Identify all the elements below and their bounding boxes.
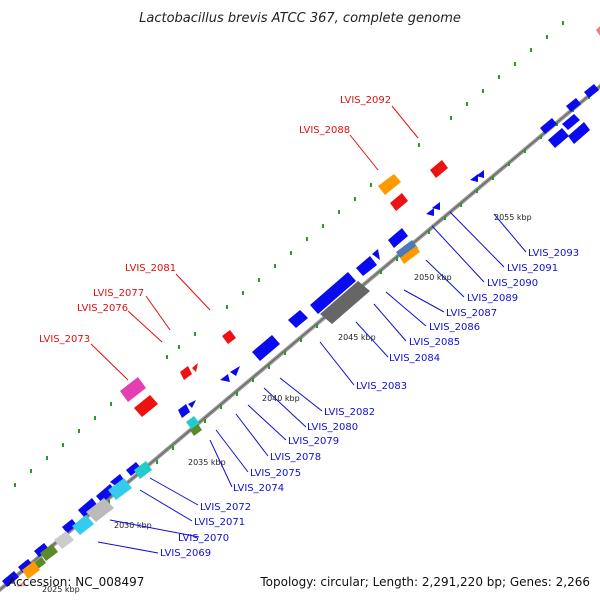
gene-label: LVIS_2088 xyxy=(299,125,350,136)
gene-label: LVIS_2076 xyxy=(77,303,128,314)
gene-label: LVIS_2082 xyxy=(324,407,375,418)
gene-label: LVIS_2079 xyxy=(288,436,339,447)
gene-label: LVIS_2087 xyxy=(446,308,497,319)
gene-label: LVIS_2084 xyxy=(389,353,440,364)
gene-label: LVIS_2091 xyxy=(507,263,558,274)
scale-ticks: 2025 kbp 2030 kbp 2035 kbp 2040 kbp 2045… xyxy=(42,213,532,594)
gene-label: LVIS_2089 xyxy=(467,293,518,304)
gene-label: LVIS_2075 xyxy=(250,468,301,479)
gene-label: LVIS_2071 xyxy=(194,517,245,528)
inner-leader-lines xyxy=(97,211,527,554)
accession-text: Accession: NC_008497 xyxy=(8,575,144,589)
gene-label: LVIS_2069 xyxy=(160,548,211,559)
inner-labels: LVIS_2069 LVIS_2070 LVIS_2071 LVIS_2072 … xyxy=(160,248,579,559)
gene-label: LVIS_2081 xyxy=(125,263,176,274)
gene-label: LVIS_2074 xyxy=(233,483,284,494)
gene-label: LVIS_2083 xyxy=(356,381,407,392)
gene-label: LVIS_2072 xyxy=(200,502,251,513)
gene-label: LVIS_2086 xyxy=(429,322,480,333)
gene-label: LVIS_2093 xyxy=(528,248,579,259)
gc-dots-outer xyxy=(14,21,564,487)
forward-features[interactable] xyxy=(120,26,600,417)
tick-label: 2035 kbp xyxy=(188,458,226,467)
gene-label: LVIS_2077 xyxy=(93,288,144,299)
gene-label: LVIS_2080 xyxy=(307,422,358,433)
gene-label: LVIS_2070 xyxy=(178,533,229,544)
tick-label: 2040 kbp xyxy=(262,394,300,403)
tick-label: 2050 kbp xyxy=(414,273,452,282)
tick-label: 2025 kbp xyxy=(42,585,80,594)
gene-label: LVIS_2092 xyxy=(340,95,391,106)
map-title: Lactobacillus brevis ATCC 367, complete … xyxy=(139,11,461,26)
tick-label: 2055 kbp xyxy=(494,213,532,222)
outer-labels: LVIS_2073 LVIS_2076 LVIS_2077 LVIS_2081 … xyxy=(39,95,391,345)
outer-leader-lines xyxy=(90,105,419,381)
tick-label: 2030 kbp xyxy=(114,521,152,530)
tick-label: 2045 kbp xyxy=(338,333,376,342)
gene-label: LVIS_2078 xyxy=(270,452,321,463)
genome-summary-text: Topology: circular; Length: 2,291,220 bp… xyxy=(259,575,590,589)
reverse-features[interactable] xyxy=(2,84,599,587)
gene-label: LVIS_2090 xyxy=(487,278,538,289)
misc-features[interactable] xyxy=(16,240,420,587)
gene-label: LVIS_2073 xyxy=(39,334,90,345)
gene-label: LVIS_2085 xyxy=(409,337,460,348)
